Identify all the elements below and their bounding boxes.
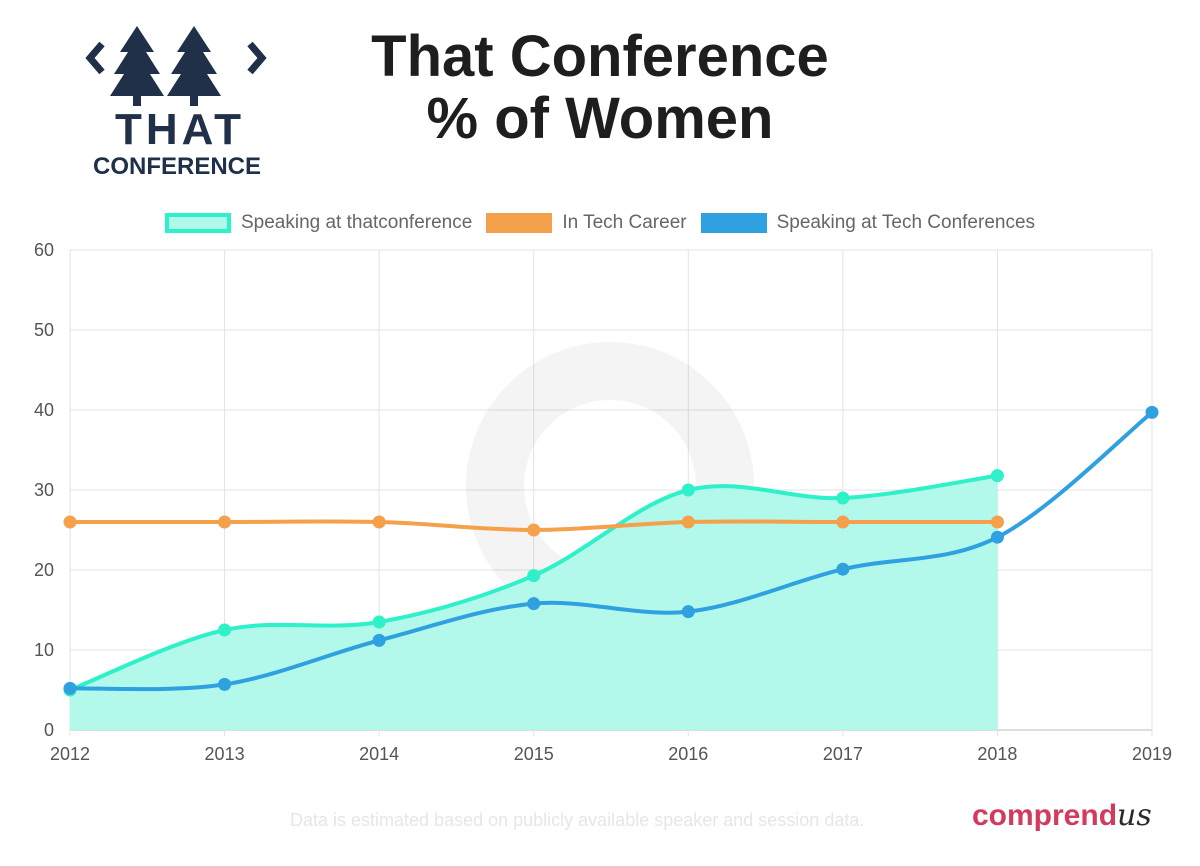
data-point-series-2[interactable] — [681, 605, 695, 619]
data-point-series-0[interactable] — [681, 483, 695, 497]
x-tick-label: 2019 — [1132, 744, 1172, 764]
series-points — [63, 405, 1159, 697]
x-tick-label: 2013 — [205, 744, 245, 764]
data-point-series-2[interactable] — [1145, 405, 1159, 419]
left-bracket-icon — [85, 41, 105, 75]
y-tick-label: 0 — [44, 720, 54, 740]
data-point-series-1[interactable] — [527, 523, 541, 537]
data-point-series-2[interactable] — [63, 681, 77, 695]
x-tick-label: 2016 — [668, 744, 708, 764]
logo-word-conference: CONFERENCE — [93, 153, 261, 180]
brand-part-2: us — [1117, 798, 1152, 833]
data-point-series-1[interactable] — [218, 515, 232, 529]
legend-label-tech-conferences: Speaking at Tech Conferences — [776, 212, 1036, 233]
legend-item-in-tech-career[interactable]: In Tech Career — [486, 212, 687, 234]
comprendus-logo: comprendus — [972, 798, 1152, 833]
legend-swatch-thatconference — [164, 213, 231, 233]
that-conference-logo: THAT CONFERENCE — [82, 22, 282, 182]
data-point-series-1[interactable] — [681, 515, 695, 529]
data-point-series-2[interactable] — [527, 597, 541, 611]
logo-word-that: THAT — [115, 105, 245, 154]
right-bracket-icon — [247, 41, 267, 75]
data-point-series-2[interactable] — [372, 633, 386, 647]
footnote: Data is estimated based on publicly avai… — [290, 810, 865, 830]
legend-label-tech-career: In Tech Career — [562, 212, 687, 233]
line-chart: 0 10 20 30 40 50 60 2012 2013 2014 2015 2016 2017 201… — [34, 240, 1172, 764]
x-tick-label: 2015 — [514, 744, 554, 764]
y-tick-label: 30 — [34, 480, 54, 500]
data-point-series-2[interactable] — [990, 530, 1004, 544]
data-point-series-1[interactable] — [63, 515, 77, 529]
x-tick-label: 2012 — [50, 744, 90, 764]
data-point-series-1[interactable] — [372, 515, 386, 529]
data-point-series-2[interactable] — [836, 562, 850, 576]
y-tick-label: 50 — [34, 320, 54, 340]
brand-part-1: comprend — [972, 799, 1118, 832]
legend-item-speaking-thatconference[interactable]: Speaking at thatconference — [164, 212, 473, 234]
y-tick-label: 20 — [34, 560, 54, 580]
axis-ticks: 0 10 20 30 40 50 60 2012 2013 2014 2015 2016 2017 201… — [34, 240, 1172, 764]
legend-swatch-tech-career — [486, 213, 553, 233]
legend: Speaking at thatconference In Tech Caree… — [0, 206, 1200, 240]
data-point-series-0[interactable] — [527, 569, 541, 583]
y-tick-label: 10 — [34, 640, 54, 660]
data-point-series-2[interactable] — [218, 677, 232, 691]
data-point-series-0[interactable] — [218, 623, 232, 637]
x-tick-label: 2017 — [823, 744, 863, 764]
data-point-series-1[interactable] — [990, 515, 1004, 529]
data-point-series-0[interactable] — [990, 469, 1004, 483]
legend-label-thatconference: Speaking at thatconference — [240, 212, 473, 233]
y-tick-label: 60 — [34, 240, 54, 260]
data-point-series-0[interactable] — [372, 615, 386, 629]
legend-swatch-tech-conferences — [700, 213, 767, 233]
data-point-series-1[interactable] — [836, 515, 850, 529]
y-tick-label: 40 — [34, 400, 54, 420]
title-line-1: That Conference — [371, 24, 829, 89]
x-tick-label: 2014 — [359, 744, 399, 764]
pine-trees-icon: THAT CONFERENCE — [85, 26, 267, 180]
chart-title: That Conference % of Women — [300, 26, 900, 150]
x-tick-label: 2018 — [977, 744, 1017, 764]
legend-item-speaking-tech-conferences[interactable]: Speaking at Tech Conferences — [700, 212, 1036, 234]
title-line-2: % of Women — [426, 86, 774, 151]
data-point-series-0[interactable] — [836, 491, 850, 505]
